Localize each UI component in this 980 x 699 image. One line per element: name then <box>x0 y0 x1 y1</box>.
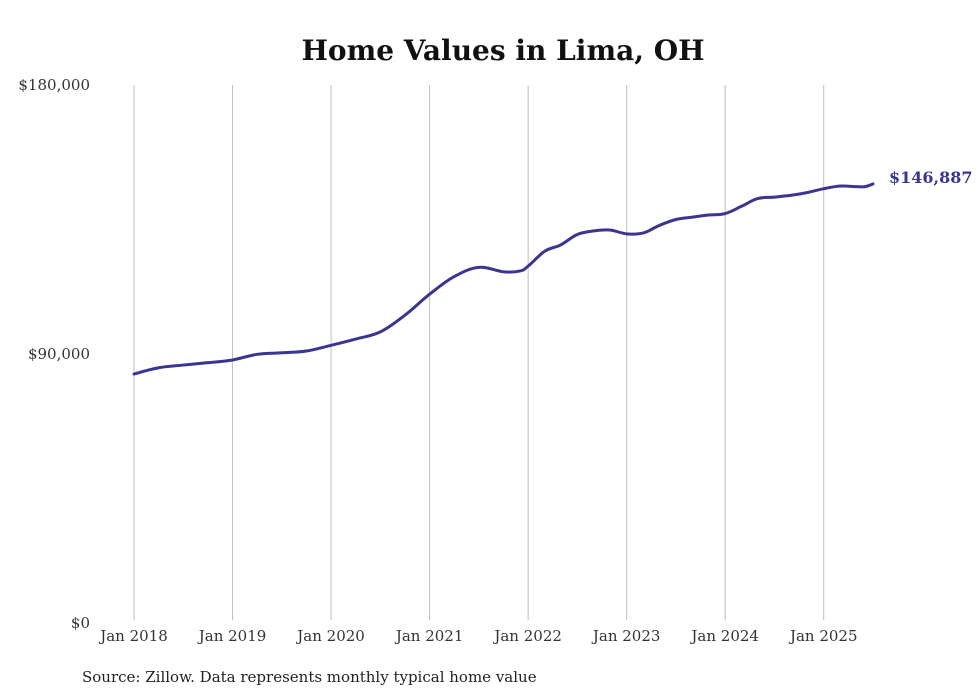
data-point <box>864 185 867 188</box>
data-point <box>527 265 530 268</box>
data-point <box>231 359 234 362</box>
data-point <box>182 364 185 367</box>
x-tick-label: Jan 2022 <box>492 627 562 645</box>
data-point <box>305 350 308 353</box>
data-point <box>658 224 661 227</box>
data-point <box>855 185 858 188</box>
data-point <box>280 351 283 354</box>
data-point <box>642 232 645 235</box>
data-point <box>756 197 759 200</box>
y-axis-tick-labels: $0 $90,000 $180,000 <box>18 76 90 632</box>
data-point <box>724 212 727 215</box>
end-value-label: $146,887 <box>889 168 973 187</box>
data-point <box>354 338 357 341</box>
data-point <box>806 191 809 194</box>
data-point <box>872 183 875 186</box>
data-point <box>502 270 505 273</box>
data-point <box>773 196 776 199</box>
data-point <box>675 218 678 221</box>
y-tick-label: $90,000 <box>28 345 90 363</box>
data-point <box>133 373 136 376</box>
data-point <box>379 330 382 333</box>
data-point <box>207 361 210 364</box>
series-line <box>132 182 875 376</box>
data-point <box>593 229 596 232</box>
x-tick-label: Jan 2025 <box>788 627 858 645</box>
data-point <box>625 232 628 235</box>
x-tick-label: Jan 2020 <box>295 627 365 645</box>
x-tick-label: Jan 2023 <box>591 627 661 645</box>
x-tick-label: Jan 2019 <box>197 627 267 645</box>
data-point <box>453 275 456 278</box>
data-point <box>477 266 480 269</box>
data-point <box>609 229 612 232</box>
data-point <box>790 194 793 197</box>
data-point <box>256 353 259 356</box>
data-point <box>839 185 842 188</box>
x-tick-label: Jan 2021 <box>394 627 464 645</box>
data-point <box>822 187 825 190</box>
series-layer: $146,887 <box>132 168 973 376</box>
chart-title: Home Values in Lima, OH <box>301 34 704 67</box>
x-tick-label: Jan 2024 <box>689 627 759 645</box>
data-point <box>428 293 431 296</box>
data-point <box>519 270 522 273</box>
y-tick-label: $0 <box>71 614 90 632</box>
data-point <box>543 250 546 253</box>
data-point <box>691 216 694 219</box>
data-point <box>559 244 562 247</box>
source-note: Source: Zillow. Data represents monthly … <box>82 668 537 686</box>
data-point <box>707 214 710 217</box>
data-point <box>330 344 333 347</box>
data-point <box>576 233 579 236</box>
x-axis-tick-labels: Jan 2018 Jan 2019 Jan 2020 Jan 2021 Jan 2022… <box>98 627 857 645</box>
y-tick-label: $180,000 <box>18 76 90 94</box>
data-point <box>741 205 744 208</box>
data-point <box>157 366 160 369</box>
x-tick-label: Jan 2018 <box>98 627 168 645</box>
vertical-gridlines <box>133 85 825 620</box>
data-point <box>404 314 407 317</box>
